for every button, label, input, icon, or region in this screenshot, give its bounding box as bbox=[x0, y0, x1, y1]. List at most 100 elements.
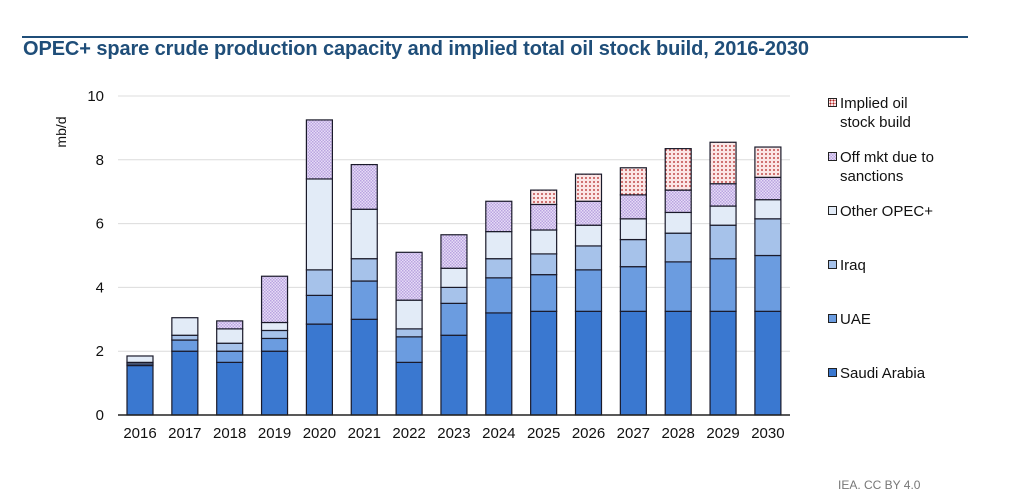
bar-stack-2024 bbox=[485, 200, 513, 416]
bar-segment-iraq bbox=[216, 342, 244, 352]
bar-segment-sanctions bbox=[440, 234, 468, 269]
bar-segment-iraq bbox=[664, 232, 692, 263]
bar-stack-2019 bbox=[260, 275, 289, 416]
bar-segment-sanctions bbox=[305, 119, 333, 180]
bar-segment-implied_build bbox=[664, 148, 692, 191]
bar-segment-implied_build bbox=[754, 146, 782, 178]
bar-segment-iraq bbox=[754, 218, 782, 257]
bar-segment-uae bbox=[350, 280, 378, 320]
bar-segment-saudi_arabia bbox=[260, 350, 289, 416]
bar-segment-other_opec bbox=[754, 199, 782, 220]
bar-segment-other_opec bbox=[216, 328, 244, 344]
bar-stack-2021 bbox=[350, 163, 378, 416]
bar-segment-sanctions bbox=[709, 183, 737, 207]
bar-segment-uae bbox=[619, 266, 647, 312]
y-tick-label: 0 bbox=[96, 407, 104, 424]
bar-segment-other_opec bbox=[260, 321, 289, 332]
bar-segment-sanctions bbox=[485, 200, 513, 233]
bar-segment-implied_build bbox=[574, 173, 603, 202]
legend-swatch bbox=[828, 368, 837, 377]
bar-segment-saudi_arabia bbox=[216, 361, 244, 416]
bar-segment-sanctions bbox=[260, 275, 289, 324]
y-tick-label: 6 bbox=[96, 216, 104, 233]
x-tick-label: 2025 bbox=[527, 425, 560, 442]
bar-segment-uae bbox=[395, 336, 423, 363]
legend-swatch bbox=[828, 260, 837, 269]
bar-stack-2017 bbox=[171, 317, 199, 416]
bar-segment-other_opec bbox=[305, 178, 333, 271]
bar-segment-iraq bbox=[350, 258, 378, 282]
bar-segment-saudi_arabia bbox=[485, 312, 513, 416]
y-tick-label: 10 bbox=[87, 88, 104, 105]
bar-segment-implied_build bbox=[619, 167, 647, 196]
bar-segment-iraq bbox=[305, 269, 333, 296]
x-tick-label: 2022 bbox=[392, 425, 425, 442]
x-tick-label: 2024 bbox=[482, 425, 515, 442]
bar-segment-other_opec bbox=[485, 230, 513, 260]
bar-segment-iraq bbox=[440, 286, 468, 304]
x-tick-label: 2021 bbox=[348, 425, 381, 442]
bar-stack-2023 bbox=[440, 234, 468, 416]
y-axis-label: mb/d bbox=[53, 116, 69, 147]
legend-label: Other OPEC+ bbox=[840, 203, 933, 220]
bar-stack-2020 bbox=[305, 119, 333, 416]
bar-stack-2025 bbox=[530, 189, 558, 416]
x-tick-label: 2028 bbox=[662, 425, 695, 442]
bar-segment-uae bbox=[216, 350, 244, 363]
bar-stack-2027 bbox=[619, 167, 647, 416]
legend-label: Implied oil stock build bbox=[840, 95, 911, 131]
y-tick-label: 2 bbox=[96, 343, 104, 360]
bar-segment-other_opec bbox=[574, 224, 603, 247]
bar-segment-uae bbox=[754, 254, 782, 312]
bars bbox=[126, 119, 782, 416]
x-tick-label: 2019 bbox=[258, 425, 291, 442]
bar-segment-saudi_arabia bbox=[126, 364, 154, 416]
x-tick-label: 2030 bbox=[751, 425, 784, 442]
bar-segment-iraq bbox=[395, 328, 423, 338]
bar-segment-saudi_arabia bbox=[305, 323, 333, 416]
bar-stack-2028 bbox=[664, 148, 692, 416]
x-tick-label: 2023 bbox=[437, 425, 470, 442]
bar-stack-2016 bbox=[126, 355, 154, 416]
legend-label: Iraq bbox=[840, 257, 866, 274]
bar-segment-other_opec bbox=[350, 208, 378, 260]
y-tick-label: 4 bbox=[96, 279, 104, 296]
bar-stack-2030 bbox=[754, 146, 782, 416]
bar-segment-saudi_arabia bbox=[171, 350, 199, 416]
bar-segment-uae bbox=[260, 337, 289, 352]
bar-segment-sanctions bbox=[216, 320, 244, 330]
bar-segment-sanctions bbox=[619, 194, 647, 220]
bar-segment-uae bbox=[664, 261, 692, 312]
bar-segment-iraq bbox=[619, 238, 647, 268]
axes: 0 2 4 6 8 10 2016 2017 2018 2019 2020 2021 2022 2023 2… bbox=[87, 88, 790, 442]
bar-segment-iraq bbox=[171, 334, 199, 341]
bar-stack-2018 bbox=[216, 320, 244, 416]
legend-label: Off mkt due to sanctions bbox=[840, 149, 934, 185]
bar-segment-other_opec bbox=[171, 317, 199, 336]
bar-segment-saudi_arabia bbox=[530, 310, 558, 416]
bar-segment-iraq bbox=[530, 253, 558, 276]
bar-segment-saudi_arabia bbox=[440, 334, 468, 416]
chart-title: OPEC+ spare crude production capacity an… bbox=[23, 38, 809, 60]
bar-segment-uae bbox=[485, 277, 513, 314]
bar-stack-2026 bbox=[574, 173, 603, 416]
legend-label: UAE bbox=[840, 311, 871, 328]
bar-segment-other_opec bbox=[440, 267, 468, 289]
x-tick-label: 2017 bbox=[168, 425, 201, 442]
bar-segment-other_opec bbox=[395, 299, 423, 330]
bar-segment-sanctions bbox=[574, 200, 603, 226]
source-note: IEA. CC BY 4.0 bbox=[838, 478, 921, 492]
bar-segment-saudi_arabia bbox=[574, 310, 603, 416]
legend-swatch bbox=[828, 314, 837, 323]
x-tick-label: 2016 bbox=[123, 425, 156, 442]
bar-segment-other_opec bbox=[664, 211, 692, 234]
bar-segment-uae bbox=[305, 294, 333, 325]
bar-segment-uae bbox=[440, 302, 468, 336]
bar-segment-sanctions bbox=[754, 176, 782, 201]
bar-segment-implied_build bbox=[709, 141, 737, 185]
legend-label: Saudi Arabia bbox=[840, 365, 926, 382]
title-rule bbox=[22, 36, 968, 38]
bar-segment-saudi_arabia bbox=[709, 310, 737, 416]
bar-segment-uae bbox=[574, 269, 603, 312]
